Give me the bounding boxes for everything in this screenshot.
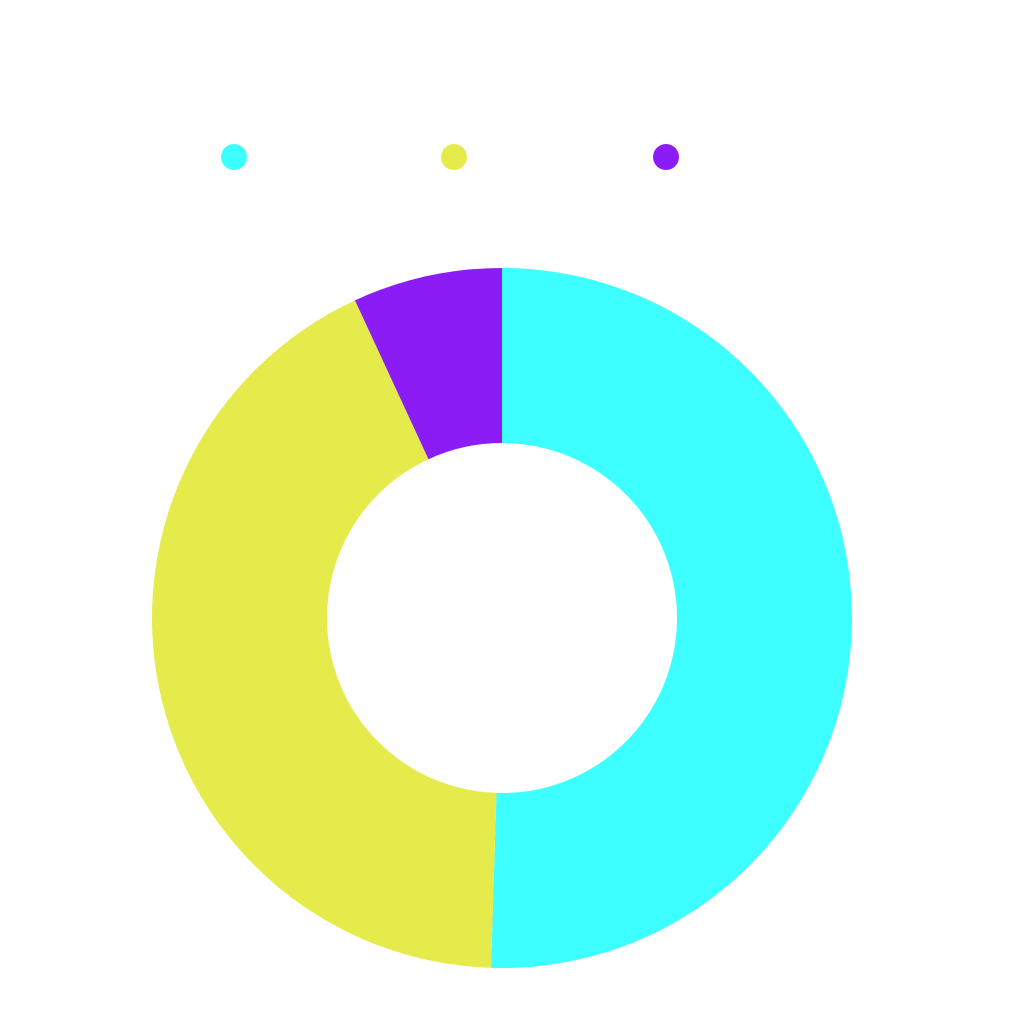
donut-slice [354,268,502,460]
legend-label: Moderate [482,144,575,169]
legend-swatch [221,144,247,170]
donut-slice [491,268,853,969]
donut-slice [152,300,497,968]
legend-label: Republican [262,144,372,169]
slice-label: Republican [865,594,975,619]
slice-value-label: 42.6% [61,703,123,728]
slice-label: Moderate [46,671,139,696]
legend-swatch [653,144,679,170]
legend-label: Other [694,144,749,169]
legend-swatch [441,144,467,170]
slice-value-label: 50.5% [889,626,951,651]
slice-label: Other [385,180,440,205]
slice-value-label: 6.9% [387,212,437,237]
